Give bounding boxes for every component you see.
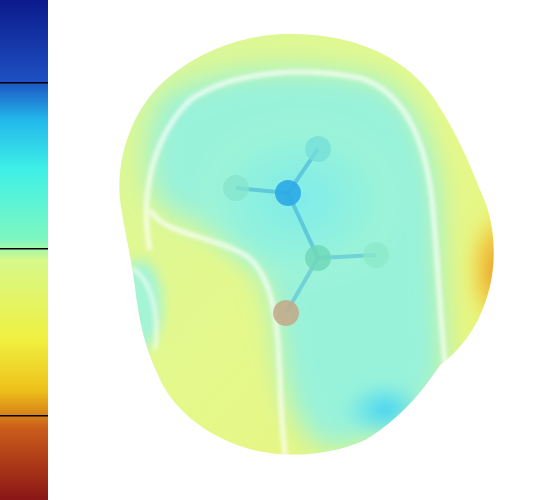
surface-positive-core xyxy=(190,110,410,290)
molecule-skeleton xyxy=(223,136,389,326)
atom-carbon[interactable] xyxy=(305,245,331,271)
surface-strong-positive-spot xyxy=(340,380,430,440)
atom-central[interactable] xyxy=(275,180,301,206)
surface-contour-line xyxy=(148,208,288,455)
surface-contour-line xyxy=(144,70,448,373)
molecule-atoms xyxy=(223,136,389,326)
electrostatic-surface[interactable] xyxy=(100,20,538,480)
atom-hydrogen[interactable] xyxy=(363,242,389,268)
atom-hydrogen[interactable] xyxy=(223,175,249,201)
surface-negative-region xyxy=(462,200,494,340)
colorbar-divider xyxy=(0,415,48,417)
colorbar-divider xyxy=(0,82,48,84)
atom-oxygen[interactable] xyxy=(273,300,299,326)
atom-hydrogen[interactable] xyxy=(305,136,331,162)
color-scale-bar xyxy=(0,0,48,500)
colorbar-divider xyxy=(0,248,48,250)
surface-contour-line xyxy=(131,266,158,351)
